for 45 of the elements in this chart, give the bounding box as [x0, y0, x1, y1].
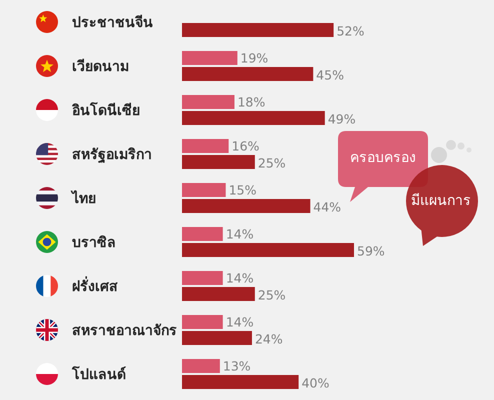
bar	[182, 23, 334, 37]
data-label: 13%	[222, 358, 251, 374]
bar	[182, 227, 223, 241]
data-label: 16%	[232, 138, 260, 154]
data-label: 25%	[258, 156, 286, 170]
bar	[182, 359, 220, 373]
y-tick-label: เวียดนาม	[72, 59, 129, 75]
data-label: 45%	[316, 68, 344, 82]
bar	[182, 331, 252, 345]
bar	[182, 51, 238, 65]
bar	[182, 287, 255, 301]
bar	[182, 199, 310, 213]
bar	[182, 243, 354, 257]
bar	[182, 155, 255, 169]
y-tick-label: โปแลนด์	[71, 365, 126, 383]
bar	[182, 139, 229, 153]
data-label: 44%	[313, 200, 342, 214]
text: ครอบครอง	[350, 150, 416, 166]
bar	[182, 375, 299, 389]
y-tick-label: สหรัฐอเมริกา	[72, 147, 152, 164]
data-label: 59%	[357, 244, 385, 258]
bar	[182, 67, 314, 81]
data-label: 52%	[336, 24, 364, 38]
y-tick-label: บราซิล	[72, 235, 116, 251]
y-tick-label: สหราชอาณาจักร	[72, 323, 177, 339]
y-tick-label: ฝรั่งเศส	[72, 276, 118, 295]
bar	[182, 315, 223, 329]
y-tick-label: ไทย	[70, 189, 96, 207]
data-label: 14%	[226, 226, 254, 242]
data-label: 40%	[302, 376, 330, 390]
data-label: 14%	[226, 270, 254, 286]
data-label: 25%	[258, 288, 286, 302]
bar	[182, 95, 234, 109]
data-label: 24%	[254, 332, 283, 346]
y-tick-label: ประชาชนจีน	[72, 15, 153, 31]
text: มีแผนการ	[411, 193, 471, 209]
bar	[182, 183, 226, 197]
data-label: 19%	[240, 50, 268, 66]
bar	[182, 271, 223, 285]
data-label: 14%	[226, 314, 254, 330]
data-label: 49%	[328, 112, 356, 126]
data-label: 15%	[228, 182, 257, 198]
data-label: 18%	[237, 94, 266, 110]
bar	[182, 111, 325, 125]
y-tick-label: อินโดนีเซีย	[71, 101, 140, 119]
